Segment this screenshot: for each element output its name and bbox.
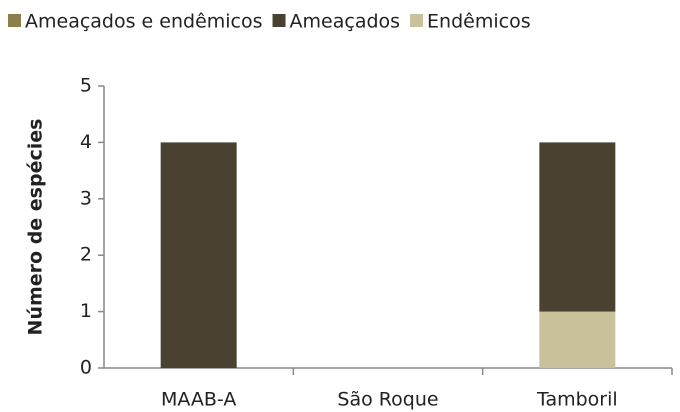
legend-swatch [8, 14, 21, 27]
bar-segment [539, 142, 616, 312]
legend-label: Ameaçados e endêmicos [25, 11, 263, 33]
legend-label: Ameaçados [290, 11, 401, 33]
legend-label: Endêmicos [427, 11, 531, 33]
y-axis-label: Número de espécies [25, 119, 47, 336]
x-tick-label: MAAB-A [161, 389, 236, 411]
y-tick-label: 2 [80, 244, 92, 266]
y-tick-label: 4 [80, 131, 92, 153]
bar-segment [539, 311, 616, 368]
y-tick-label: 0 [80, 357, 92, 379]
y-tick-label: 5 [80, 75, 92, 97]
x-tick-label: São Roque [337, 389, 438, 411]
bar-segment [160, 142, 237, 368]
legend-swatch [410, 14, 424, 27]
y-tick-label: 1 [80, 300, 92, 322]
x-tick-label: Tamboril [536, 389, 618, 411]
y-tick-label: 3 [80, 187, 92, 209]
legend-swatch [272, 14, 286, 27]
